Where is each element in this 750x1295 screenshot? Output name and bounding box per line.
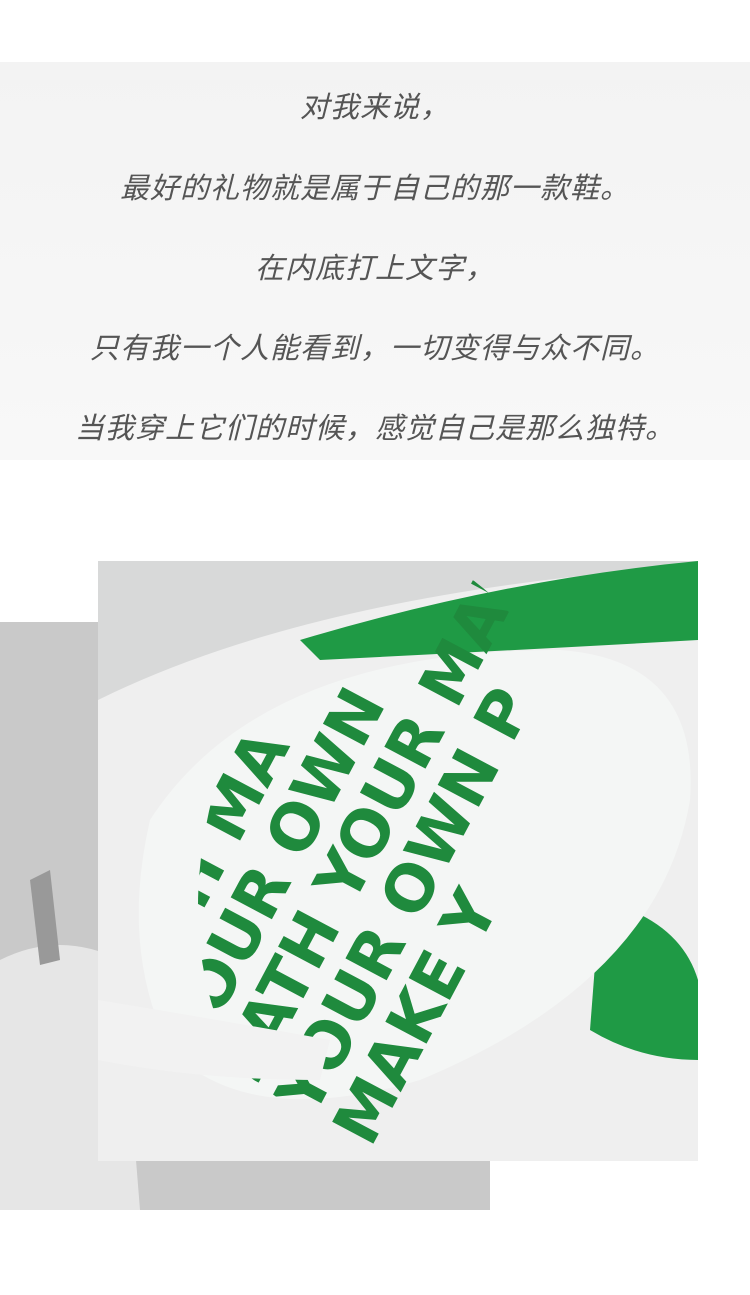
front-photo: YOU PATH MA YOUR OWN PATH YOUR MAKE YOUR… bbox=[98, 561, 698, 1161]
poem-line: 对我来说， bbox=[299, 90, 450, 124]
poem-line: 最好的礼物就是属于自己的那一款鞋。 bbox=[119, 171, 630, 205]
ring bbox=[30, 870, 60, 965]
poem-line: 只有我一个人能看到，一切变得与众不同。 bbox=[89, 331, 660, 365]
text-band bbox=[0, 62, 750, 460]
poem-line: 在内底打上文字， bbox=[254, 251, 495, 285]
poem-line: 当我穿上它们的时候，感觉自己是那么独特。 bbox=[74, 411, 675, 445]
